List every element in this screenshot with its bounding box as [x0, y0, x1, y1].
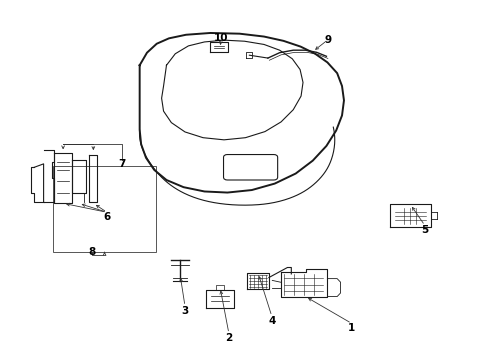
Text: 8: 8: [88, 247, 96, 257]
Text: 4: 4: [267, 316, 275, 325]
Text: 2: 2: [225, 333, 232, 343]
Text: 7: 7: [118, 159, 125, 169]
Bar: [53, 166, 156, 252]
Text: 5: 5: [421, 225, 427, 235]
Text: 6: 6: [103, 212, 110, 221]
Text: 9: 9: [324, 35, 331, 45]
Text: 3: 3: [181, 306, 188, 316]
Text: 1: 1: [347, 323, 355, 333]
Text: 10: 10: [213, 33, 228, 43]
